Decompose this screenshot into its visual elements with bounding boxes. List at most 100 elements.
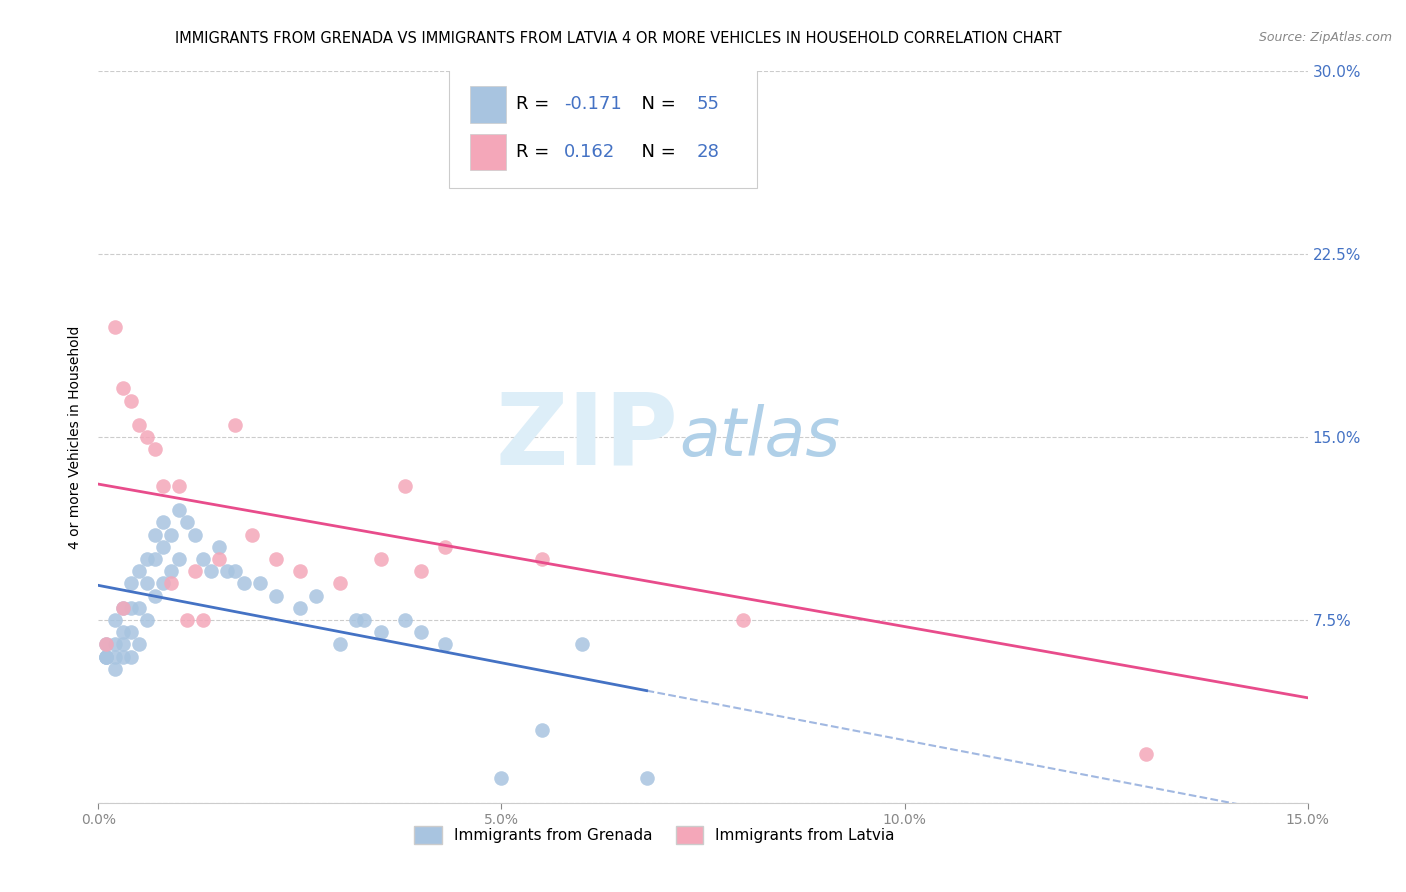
Point [434, 637, 457, 651]
Point [128, 600, 150, 615]
Point [111, 637, 134, 651]
Point [128, 417, 150, 432]
Point [160, 527, 183, 541]
Point [193, 552, 215, 566]
Point [111, 381, 134, 395]
Point [217, 564, 239, 578]
Text: IMMIGRANTS FROM GRENADA VS IMMIGRANTS FROM LATVIA 4 OR MORE VEHICLES IN HOUSEHOL: IMMIGRANTS FROM GRENADA VS IMMIGRANTS FR… [176, 31, 1062, 46]
Text: Source: ZipAtlas.com: Source: ZipAtlas.com [1258, 31, 1392, 45]
Y-axis label: 4 or more Vehicles in Household: 4 or more Vehicles in Household [69, 326, 83, 549]
Point [160, 576, 183, 591]
Point [167, 503, 190, 517]
Point [128, 637, 150, 651]
Point [128, 564, 150, 578]
Point [394, 479, 416, 493]
Point [305, 589, 328, 603]
Point [143, 552, 166, 566]
Point [1135, 747, 1157, 761]
Point [329, 576, 352, 591]
FancyBboxPatch shape [470, 86, 506, 122]
Point [224, 417, 246, 432]
Point [111, 649, 134, 664]
Text: N =: N = [630, 143, 682, 161]
Text: ZIP: ZIP [496, 389, 679, 485]
Point [96, 649, 118, 664]
Point [120, 393, 142, 408]
Point [200, 564, 222, 578]
Point [240, 527, 263, 541]
Point [249, 576, 271, 591]
Point [103, 649, 125, 664]
Point [160, 564, 183, 578]
Point [143, 527, 166, 541]
Text: R =: R = [516, 95, 554, 113]
Point [434, 540, 457, 554]
Point [208, 552, 231, 566]
Point [394, 613, 416, 627]
Point [135, 613, 157, 627]
FancyBboxPatch shape [449, 68, 758, 188]
Point [152, 540, 174, 554]
Point [530, 552, 553, 566]
Text: -0.171: -0.171 [564, 95, 621, 113]
Point [120, 625, 142, 640]
Point [264, 552, 287, 566]
Point [370, 552, 392, 566]
Point [636, 772, 658, 786]
Point [143, 589, 166, 603]
Point [193, 613, 215, 627]
Point [120, 600, 142, 615]
Point [111, 600, 134, 615]
Point [571, 637, 593, 651]
Point [120, 576, 142, 591]
Point [733, 613, 755, 627]
Point [143, 442, 166, 457]
Point [96, 637, 118, 651]
FancyBboxPatch shape [470, 134, 506, 170]
Point [409, 625, 432, 640]
Point [152, 576, 174, 591]
Point [184, 527, 207, 541]
Point [111, 600, 134, 615]
Point [135, 430, 157, 444]
Point [232, 576, 254, 591]
Point [152, 479, 174, 493]
Point [288, 600, 311, 615]
Point [176, 613, 198, 627]
Point [184, 564, 207, 578]
Point [103, 637, 125, 651]
Point [96, 649, 118, 664]
Legend: Immigrants from Grenada, Immigrants from Latvia: Immigrants from Grenada, Immigrants from… [408, 820, 901, 850]
Point [111, 625, 134, 640]
Point [264, 589, 287, 603]
Text: 0.162: 0.162 [564, 143, 616, 161]
Point [103, 613, 125, 627]
Point [176, 516, 198, 530]
Point [135, 576, 157, 591]
Text: N =: N = [630, 95, 682, 113]
Point [224, 564, 246, 578]
Point [329, 637, 352, 651]
Point [152, 516, 174, 530]
Text: atlas: atlas [679, 404, 839, 470]
Point [491, 772, 513, 786]
Point [120, 649, 142, 664]
Text: R =: R = [516, 143, 554, 161]
Point [370, 625, 392, 640]
Point [103, 662, 125, 676]
Point [409, 564, 432, 578]
Point [344, 613, 367, 627]
Point [167, 479, 190, 493]
Point [208, 540, 231, 554]
Point [491, 161, 513, 176]
Point [167, 552, 190, 566]
Point [288, 564, 311, 578]
Point [135, 552, 157, 566]
Text: 28: 28 [697, 143, 720, 161]
Point [96, 649, 118, 664]
Point [103, 320, 125, 334]
Point [530, 723, 553, 737]
Point [96, 637, 118, 651]
Text: 55: 55 [697, 95, 720, 113]
Point [353, 613, 375, 627]
